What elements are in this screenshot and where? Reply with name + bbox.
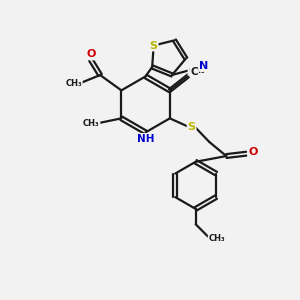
Text: S: S: [150, 40, 158, 50]
Text: O: O: [86, 50, 95, 59]
Text: CH₃: CH₃: [65, 80, 82, 88]
Text: N: N: [199, 61, 208, 71]
Text: CH₃: CH₃: [83, 119, 100, 128]
Text: NH: NH: [137, 134, 154, 144]
Text: S: S: [188, 122, 196, 132]
Text: O: O: [248, 147, 257, 157]
Text: CH₃: CH₃: [208, 233, 225, 242]
Text: CH₃: CH₃: [188, 66, 205, 75]
Text: C: C: [190, 67, 198, 77]
